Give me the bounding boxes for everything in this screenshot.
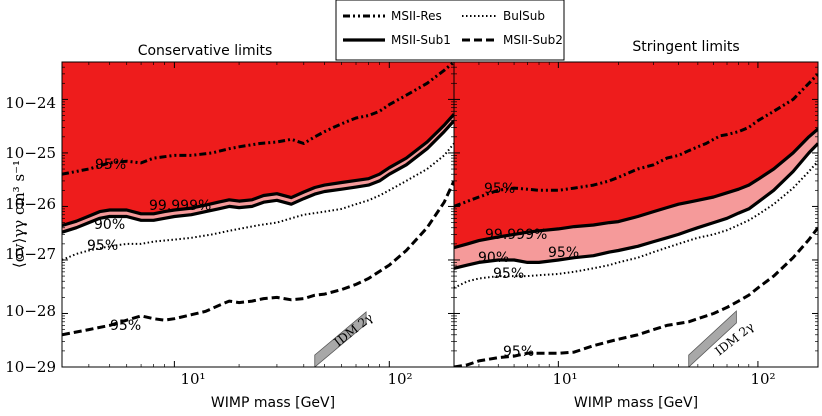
x-tick-label-conservative: 10¹ — [180, 370, 205, 388]
x-axis-label-conservative: WIMP mass [GeV] — [211, 395, 335, 411]
legend-label-msii-res: MSII-Res — [391, 9, 442, 23]
series-msii-sub1-90-conservative — [62, 119, 454, 234]
series-msii-sub1-99999-conservative — [62, 113, 454, 228]
panel-title-conservative: Conservative limits — [138, 43, 273, 59]
panel-conservative: Conservative limits IDM 2γ 95% 99.999% 9… — [5, 43, 455, 411]
annotation-conservative-3: 90% — [94, 217, 125, 233]
excluded-region-conservative — [62, 62, 454, 226]
annotation-stringent-6: 95% — [503, 344, 534, 360]
confidence-band-stringent — [454, 129, 818, 269]
y-tick-label: 10−26 — [5, 195, 56, 213]
legend-label-msii-sub2: MSII-Sub2 — [503, 33, 563, 47]
annotation-stringent-4: 95% — [548, 245, 579, 261]
tick-marks-stringent — [453, 61, 819, 368]
legend-label-msii-sub1: MSII-Sub1 — [391, 33, 451, 47]
idm-label-conservative: IDM 2γ — [331, 310, 375, 349]
annotation-stringent-1: 95% — [484, 181, 515, 197]
x-tick-label-conservative: 10² — [387, 370, 412, 388]
annotation-conservative-2: 99.999% — [149, 198, 211, 214]
annotation-stringent-5: 95% — [493, 266, 524, 282]
annotation-conservative-5: 95% — [110, 318, 141, 334]
series-msii-sub1-99999-stringent — [454, 127, 818, 250]
excluded-region-stringent — [454, 62, 818, 248]
legend-label-bulsub: BulSub — [503, 9, 545, 23]
legend-box — [335, 0, 565, 61]
series-msii-sub2-conservative — [62, 180, 454, 337]
idm-region-stringent — [688, 310, 737, 367]
panel-title-stringent: Stringent limits — [632, 39, 739, 55]
series-msii-res-stringent — [454, 72, 818, 208]
series-msii-sub2-stringent — [454, 226, 818, 367]
y-tick-label: 10−28 — [5, 302, 56, 320]
annotation-conservative-4: 95% — [87, 238, 118, 254]
annotation-conservative-1: 95% — [95, 157, 126, 173]
y-tick-label: 10−25 — [5, 144, 56, 162]
y-axis-label: ⟨σv⟩γγ cm³ s⁻¹ — [10, 160, 28, 268]
y-tick-label: 10−24 — [5, 94, 56, 112]
plot-area-stringent — [454, 62, 818, 367]
idm-region-conservative — [314, 311, 367, 367]
y-ticks: 10−24 10−25 10−26 10−27 10−28 10−29 — [5, 94, 56, 376]
y-tick-label: 10−27 — [5, 245, 56, 263]
panel-stringent: Stringent limits IDM 2γ 95% 99.999% 90% … — [453, 39, 819, 411]
series-bulsub-stringent — [454, 160, 818, 289]
series-msii-res-conservative — [62, 62, 454, 176]
y-tick-label: 10−29 — [5, 358, 56, 376]
plot-area-conservative — [62, 62, 454, 367]
series-bulsub-conservative — [62, 142, 454, 261]
x-tick-label-stringent: 10¹ — [552, 370, 577, 388]
annotation-stringent-3: 90% — [478, 250, 509, 266]
legend: MSII-Res BulSub MSII-Sub1 MSII-Sub2 — [335, 0, 565, 61]
x-axis-label-stringent: WIMP mass [GeV] — [574, 395, 698, 411]
series-msii-sub1-90-stringent — [454, 142, 818, 270]
x-tick-label-stringent: 10² — [750, 370, 775, 388]
annotation-stringent-2: 99.999% — [485, 227, 547, 243]
